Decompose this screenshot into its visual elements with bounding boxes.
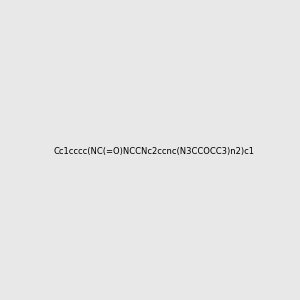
Text: Cc1cccc(NC(=O)NCCNc2ccnc(N3CCOCC3)n2)c1: Cc1cccc(NC(=O)NCCNc2ccnc(N3CCOCC3)n2)c1	[53, 147, 254, 156]
